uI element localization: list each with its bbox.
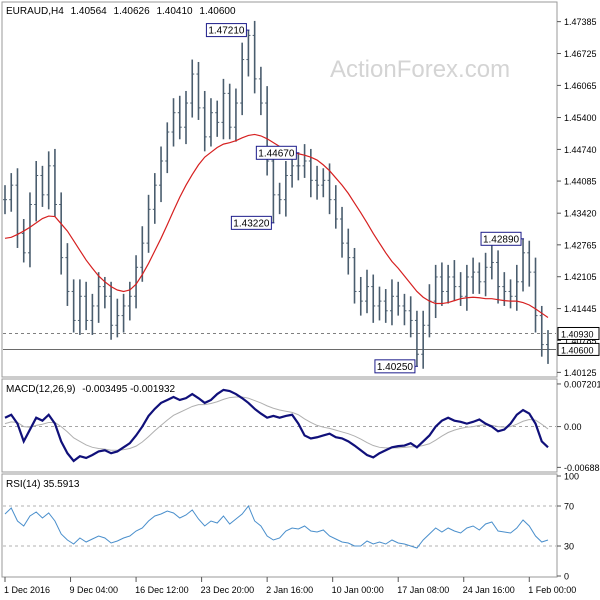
price-levels <box>3 333 556 350</box>
price-tick-label: 1.43420 <box>564 209 597 219</box>
time-tick-label: 9 Dec 04:00 <box>70 585 119 595</box>
macd-title-values: -0.003495 -0.001932 <box>82 384 175 395</box>
rsi-tick-label: 30 <box>564 542 574 552</box>
annotation-box <box>374 359 416 374</box>
rsi-tick-label: 0 <box>564 572 569 582</box>
annotation-label: 1.40250 <box>377 362 414 373</box>
macd-header: MACD(12,26,9) -0.003495 -0.001932 <box>6 384 176 395</box>
time-tick-label: 10 Jan 00:00 <box>332 585 384 595</box>
time-tick-label: 23 Dec 20:00 <box>201 585 255 595</box>
annotation-label: 1.44670 <box>258 148 295 159</box>
time-axis: 1 Dec 2016 9 Dec 04:00 16 Dec 12:00 23 Dec … <box>4 577 576 595</box>
price-axis: 1.47385 1.46725 1.46065 1.45400 1.44740 1.440… <box>557 17 600 378</box>
close-value: 1.40600 <box>199 6 236 17</box>
time-tick-label: 1 Dec 2016 <box>4 585 50 595</box>
price-tick-label: 1.40785 <box>564 336 597 346</box>
watermark: ActionForex.com <box>330 56 510 83</box>
macd-tick-label: 0.00 <box>564 422 582 432</box>
annotation-box <box>255 145 297 160</box>
macd-title: MACD(12,26,9) <box>6 384 75 395</box>
rsi-header: RSI(14) 35.5913 <box>6 479 80 490</box>
rsi-panel <box>1 473 558 578</box>
rsi-tick-label: 100 <box>564 472 579 482</box>
price-tick-label: 1.42765 <box>564 240 597 250</box>
macd-signal-line <box>4 396 549 451</box>
annotation-label: 1.42890 <box>483 234 520 245</box>
macd-line <box>4 388 549 463</box>
rsi-tick-label: 70 <box>564 502 574 512</box>
annotation-box <box>230 215 272 230</box>
annotation-label: 1.47210 <box>208 26 245 37</box>
price-tick-label: 1.41445 <box>564 304 597 314</box>
macd-tick-label: -0.006888 <box>564 463 600 473</box>
moving-average <box>4 133 549 319</box>
price-panel <box>1 1 558 378</box>
macd-tick-label: 0.007201 <box>564 379 600 389</box>
time-tick-label: 1 Feb 00:00 <box>528 585 576 595</box>
price-level-badge <box>557 326 600 340</box>
symbol: EURAUD,H4 <box>6 6 64 17</box>
price-tick-label: 1.45400 <box>564 113 597 123</box>
price-tick-label: 1.44740 <box>564 145 597 155</box>
annotation-label: 1.43220 <box>233 218 270 229</box>
price-tick-label: 1.46065 <box>564 81 597 91</box>
price-tick-label: 1.47385 <box>564 17 597 27</box>
low-value: 1.40410 <box>156 6 193 17</box>
macd-panel <box>1 378 558 473</box>
price-tick-label: 1.44085 <box>564 177 597 187</box>
high-value: 1.40626 <box>114 6 151 17</box>
annotation-box <box>480 231 522 246</box>
moving-average-line <box>4 133 549 319</box>
open-value: 1.40564 <box>71 6 108 17</box>
time-tick-label: 17 Jan 08:00 <box>397 585 449 595</box>
price-annotations: 1.47210 1.44670 1.43220 1.40250 1.42890 <box>205 23 525 374</box>
price-tick-label: 1.42105 <box>564 272 597 282</box>
time-tick-label: 16 Dec 12:00 <box>135 585 189 595</box>
rsi-line <box>4 505 549 549</box>
rsi-layer: 100 70 30 0 <box>3 472 579 582</box>
price-tick-label: 1.46725 <box>564 49 597 59</box>
macd-layer: 0.007201 0.00 -0.006888 <box>3 379 600 473</box>
price-level-badge <box>557 342 600 356</box>
price-level-label: 1.40930 <box>561 329 594 339</box>
time-tick-label: 2 Jan 16:00 <box>266 585 313 595</box>
time-tick-label: 24 Jan 16:00 <box>463 585 515 595</box>
price-level-label: 1.40600 <box>561 345 594 355</box>
price-header: EURAUD,H4 1.40564 1.40626 1.40410 1.4060… <box>6 6 236 17</box>
price-tick-label: 1.40125 <box>564 368 597 378</box>
annotation-box <box>205 23 247 38</box>
